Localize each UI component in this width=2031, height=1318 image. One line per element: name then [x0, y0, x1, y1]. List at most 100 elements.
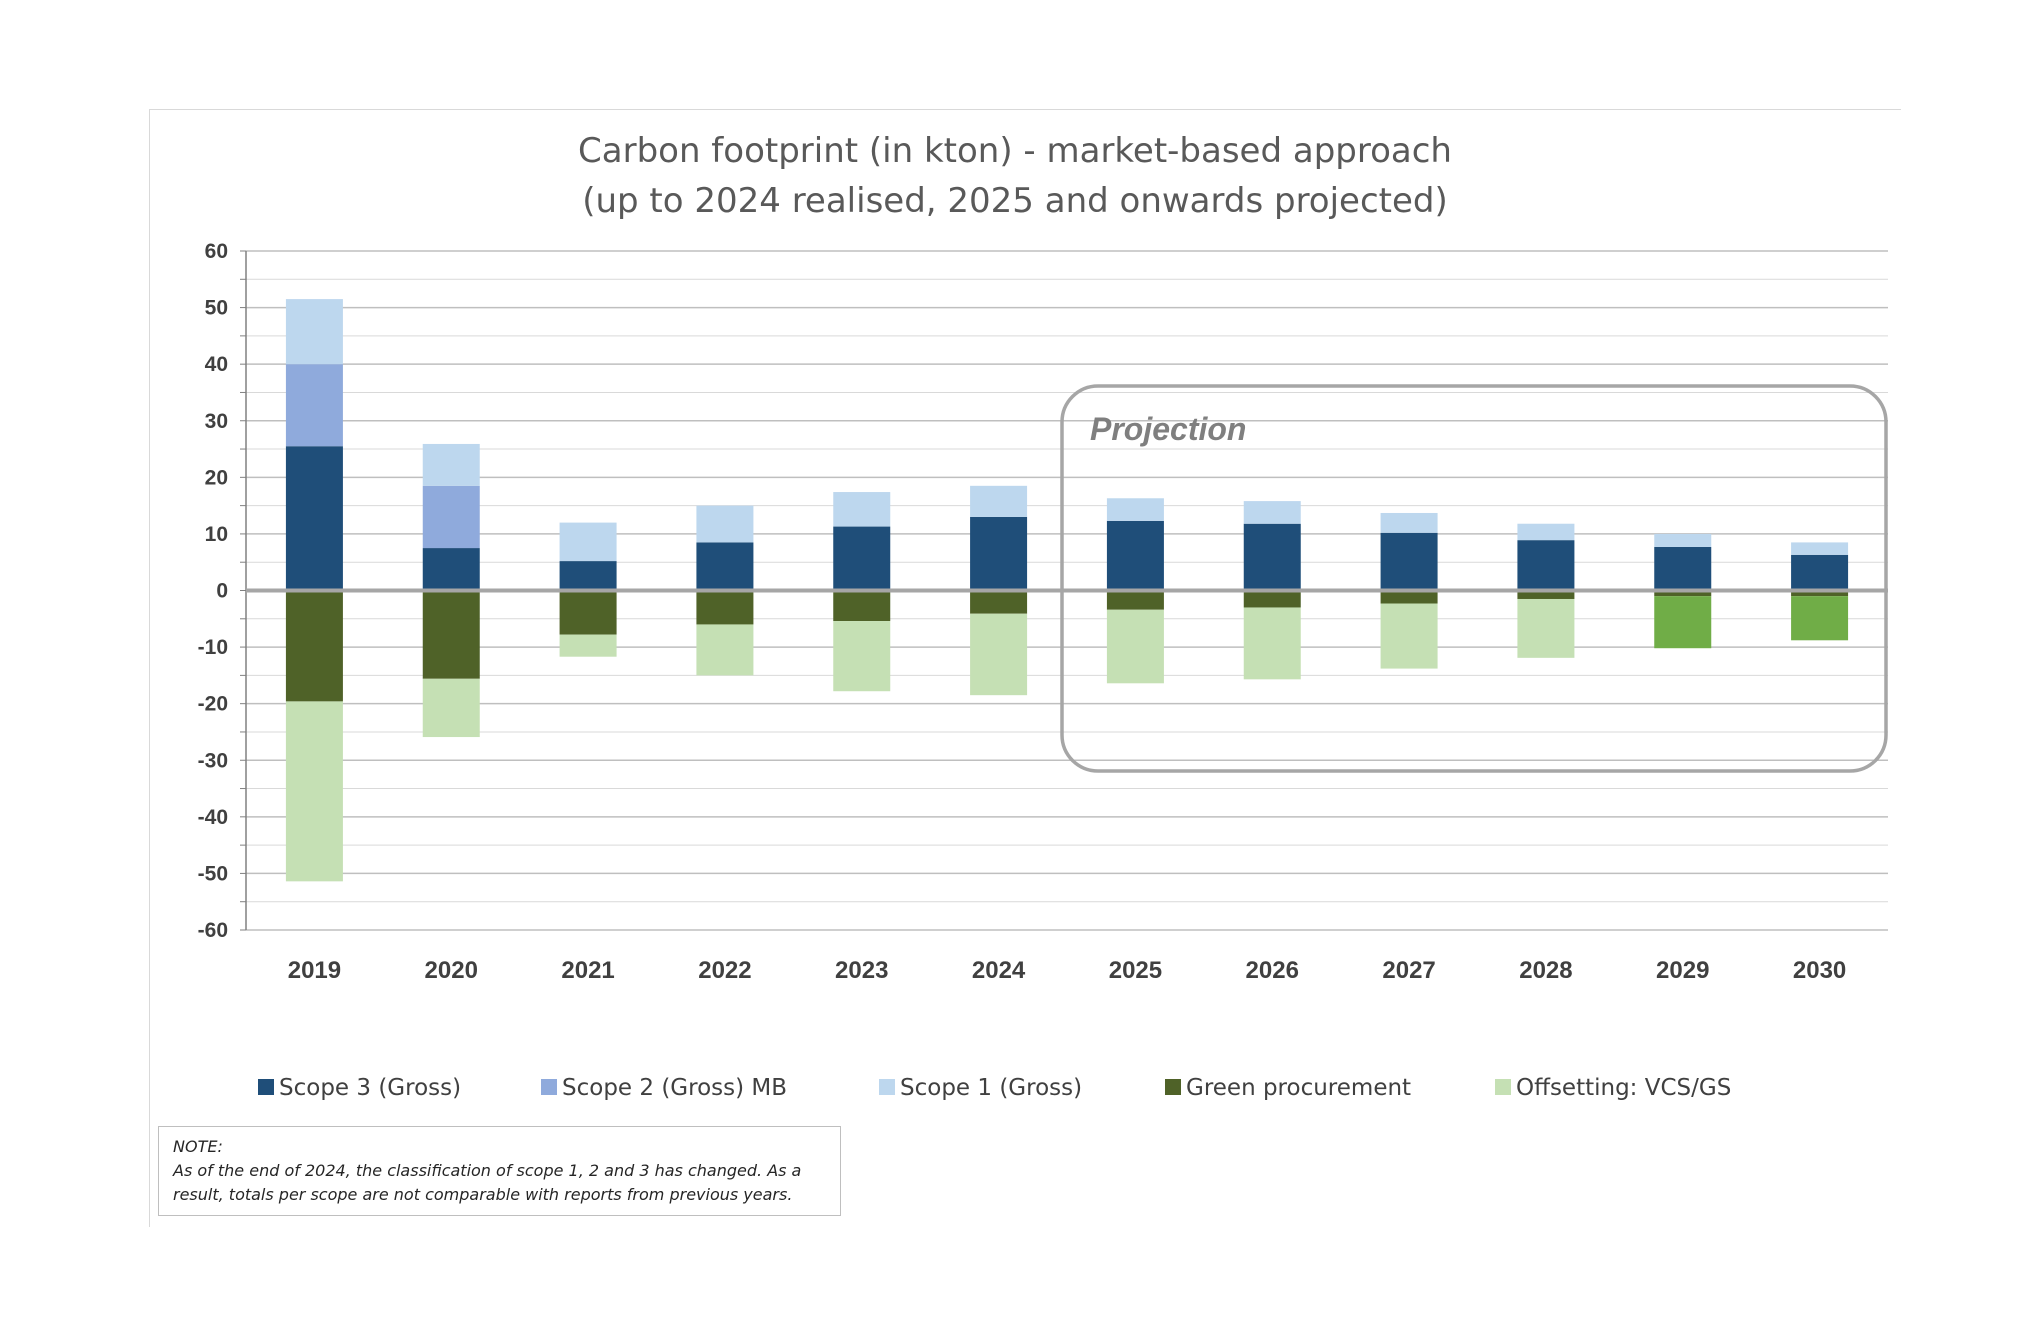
bar-2020-series-3: [422, 590, 480, 679]
y-tick-label: -50: [198, 862, 228, 885]
bar-2019-series-1: [285, 364, 343, 447]
legend-swatch: [1165, 1079, 1181, 1095]
bar-2029-series-0: [1654, 546, 1712, 591]
bar-2023-series-3: [833, 590, 891, 622]
x-tick-label: 2023: [835, 957, 888, 984]
y-tick-label: 60: [205, 240, 228, 263]
y-tick-label: -20: [198, 693, 228, 716]
bar-2019-series-2: [285, 299, 343, 365]
note-line-1: As of the end of 2024, the classificatio…: [173, 1161, 802, 1180]
bar-2029-series-3: [1654, 590, 1712, 597]
bar-2022-series-2: [696, 505, 754, 543]
bar-2029-series-5: [1654, 596, 1712, 649]
bar-2030-series-3: [1791, 590, 1849, 597]
y-tick-label: -40: [198, 806, 228, 829]
y-tick-label: -60: [198, 919, 228, 942]
bar-2028-series-4: [1517, 598, 1575, 658]
bar-2026-series-4: [1243, 607, 1301, 680]
bar-2030-series-5: [1791, 596, 1849, 641]
legend-swatch: [541, 1079, 557, 1095]
x-tick-label: 2022: [698, 957, 751, 984]
legend-swatch: [879, 1079, 895, 1095]
bar-2026-series-3: [1243, 590, 1301, 608]
bar-2026-series-0: [1243, 523, 1301, 591]
bar-2021-series-0: [559, 561, 617, 591]
bar-2028-series-2: [1517, 523, 1575, 541]
bar-2025-series-0: [1106, 520, 1164, 591]
bar-2026-series-2: [1243, 501, 1301, 524]
y-tick-label: 0: [216, 580, 228, 603]
legend-swatch: [1495, 1079, 1511, 1095]
x-tick-label: 2028: [1519, 957, 1572, 984]
x-tick-label: 2024: [972, 957, 1026, 984]
x-tick-label: 2020: [425, 957, 478, 984]
legend-label: Green procurement: [1186, 1075, 1411, 1101]
y-tick-label: -30: [198, 749, 228, 772]
x-tick-label: 2030: [1793, 957, 1846, 984]
bar-2022-series-3: [696, 590, 754, 625]
chart-title: Carbon footprint (in kton) - market-base…: [578, 131, 1452, 171]
bar-2027-series-2: [1380, 512, 1438, 533]
bar-2030-series-0: [1791, 554, 1849, 591]
bar-2024-series-4: [970, 613, 1028, 696]
bar-2025-series-3: [1106, 590, 1164, 610]
bar-2024-series-3: [970, 590, 1028, 614]
projection-annotation: Projection: [1060, 384, 1888, 773]
bar-2028-series-0: [1517, 540, 1575, 591]
chart-frame: [149, 109, 1901, 1227]
projection-box: [1060, 384, 1888, 773]
bar-2021-series-3: [559, 590, 617, 635]
bar-2027-series-0: [1380, 532, 1438, 591]
x-tick-label: 2021: [561, 957, 614, 984]
bar-2027-series-3: [1380, 590, 1438, 604]
legend-label: Scope 3 (Gross): [279, 1075, 461, 1101]
legend-swatch: [258, 1079, 274, 1095]
bar-2020-series-1: [422, 485, 480, 549]
bar-2019-series-3: [285, 590, 343, 702]
bar-2021-series-4: [559, 634, 617, 657]
bar-2019-series-0: [285, 446, 343, 591]
bar-2020-series-2: [422, 443, 480, 486]
y-tick-label: 40: [205, 353, 228, 376]
y-tick-label: 20: [205, 466, 228, 489]
bar-2029-series-2: [1654, 533, 1712, 547]
chart-subtitle: (up to 2024 realised, 2025 and onwards p…: [582, 181, 1448, 221]
bar-2025-series-4: [1106, 609, 1164, 684]
legend-label: Offsetting: VCS/GS: [1516, 1075, 1731, 1101]
bar-2023-series-4: [833, 621, 891, 692]
y-tick-label: 50: [205, 297, 228, 320]
x-tick-label: 2026: [1246, 957, 1299, 984]
projection-label: Projection: [1090, 411, 1246, 447]
x-tick-label: 2019: [288, 957, 341, 984]
bar-2025-series-2: [1106, 498, 1164, 521]
note-box: NOTE: As of the end of 2024, the classif…: [158, 1126, 841, 1216]
bar-2020-series-0: [422, 548, 480, 591]
bar-2020-series-4: [422, 678, 480, 738]
x-tick-label: 2027: [1382, 957, 1435, 984]
legend-label: Scope 1 (Gross): [900, 1075, 1082, 1101]
bar-2024-series-0: [970, 516, 1028, 591]
legend-label: Scope 2 (Gross) MB: [562, 1075, 787, 1101]
x-tick-label: 2029: [1656, 957, 1709, 984]
bar-2019-series-4: [285, 701, 343, 882]
bar-2022-series-0: [696, 542, 754, 591]
bar-2023-series-2: [833, 492, 891, 527]
bar-2022-series-4: [696, 624, 754, 676]
bar-2023-series-0: [833, 526, 891, 591]
x-tick-labels: 2019 2020 2021 2022 2023 2024 2025 2026 2027 2028…: [288, 957, 1847, 984]
legend: Scope 3 (Gross) Scope 2 (Gross) MB Scope 1…: [258, 1075, 1731, 1101]
y-tick-label: 30: [205, 410, 228, 433]
bars: [285, 299, 1849, 882]
y-tick-labels: 60 50 40 30 20 10 0 -10 -20 -30 -40 -50 -60: [198, 240, 228, 942]
bar-2024-series-2: [970, 485, 1028, 517]
bar-2027-series-4: [1380, 603, 1438, 669]
axes: [240, 250, 1888, 931]
bar-2028-series-3: [1517, 590, 1575, 599]
y-tick-label: 10: [205, 523, 228, 546]
note-line-2: result, totals per scope are not compara…: [173, 1185, 793, 1204]
bar-2030-series-2: [1791, 542, 1849, 555]
x-tick-label: 2025: [1109, 957, 1162, 984]
bar-2021-series-2: [559, 522, 617, 562]
note-heading: NOTE:: [173, 1137, 223, 1156]
